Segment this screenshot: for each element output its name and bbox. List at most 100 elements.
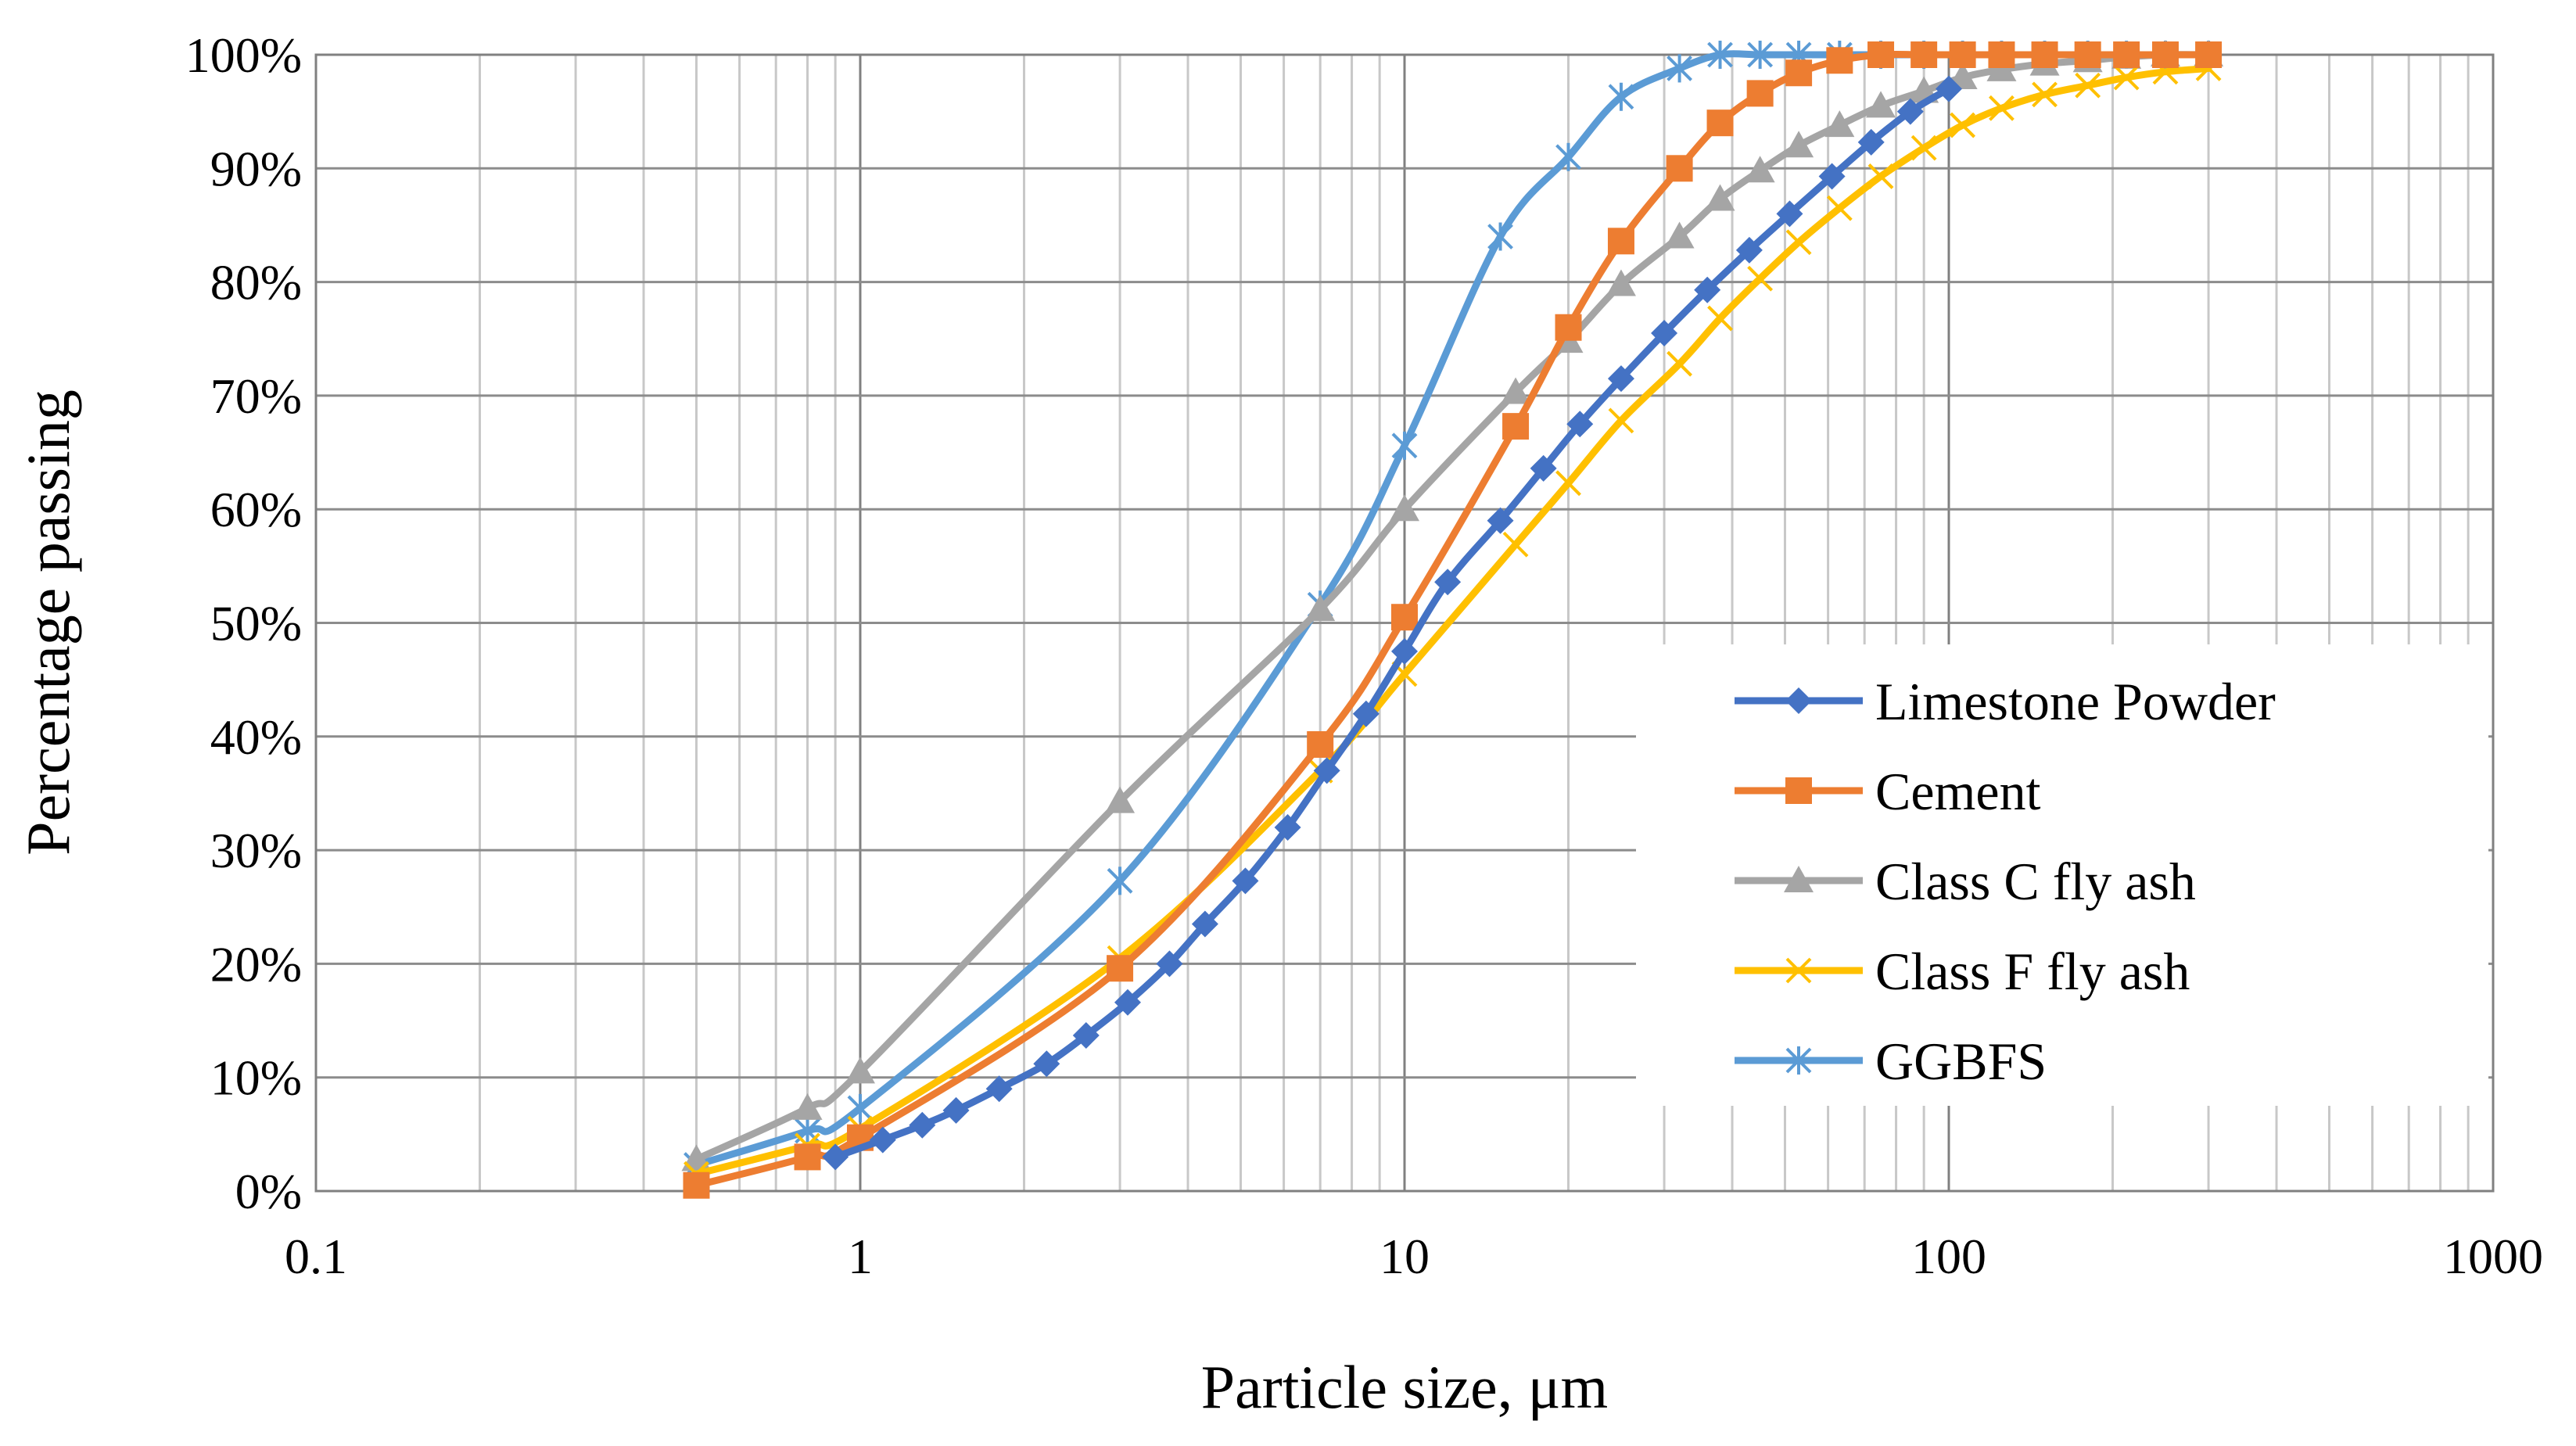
data-point-class-f-fly-ash bbox=[1747, 265, 1774, 292]
data-point-cement bbox=[2151, 41, 2179, 68]
marker-stroke bbox=[1747, 265, 1774, 292]
y-tick-label: 40% bbox=[210, 709, 302, 765]
x-tick-label: 1 bbox=[848, 1229, 873, 1284]
data-point-limestone-powder bbox=[1530, 454, 1557, 482]
data-point-class-f-fly-ash bbox=[2032, 81, 2058, 108]
data-point-cement bbox=[1107, 955, 1134, 982]
y-tick-label: 30% bbox=[210, 823, 302, 878]
data-point-ggbfs bbox=[1107, 867, 1133, 895]
legend: Limestone Powder Cement Class C fly ash Cla… bbox=[1636, 644, 2488, 1106]
y-tick-label: 60% bbox=[210, 482, 302, 537]
data-point-cement bbox=[1910, 41, 1938, 68]
y-tick-label: 50% bbox=[210, 596, 302, 651]
y-tick-label: 70% bbox=[210, 368, 302, 424]
data-point-class-c-fly-ash bbox=[1305, 594, 1336, 622]
data-point-ggbfs bbox=[847, 1093, 874, 1122]
marker-stroke bbox=[1989, 95, 2015, 121]
data-point-cement bbox=[683, 1172, 710, 1199]
series-cement bbox=[683, 41, 2223, 1199]
data-point-limestone-powder bbox=[1313, 757, 1340, 784]
data-point-limestone-powder bbox=[1896, 98, 1924, 125]
data-point-class-f-fly-ash bbox=[2075, 72, 2101, 99]
legend-label: Limestone Powder bbox=[1875, 672, 2276, 731]
legend-label: GGBFS bbox=[1875, 1032, 2047, 1091]
data-point-class-c-fly-ash bbox=[1501, 377, 1531, 404]
data-point-class-c-fly-ash bbox=[1606, 269, 1636, 296]
data-point-limestone-powder bbox=[909, 1111, 936, 1139]
legend-item-class-f-fly-ash: Class F fly ash bbox=[1735, 942, 2190, 1001]
marker-stroke bbox=[2075, 72, 2101, 99]
data-point-limestone-powder bbox=[1936, 75, 1962, 102]
y-tick-label: 90% bbox=[210, 141, 302, 196]
data-point-class-f-fly-ash bbox=[1667, 350, 1692, 377]
data-point-cement bbox=[1706, 109, 1734, 137]
legend-label: Class C fly ash bbox=[1875, 852, 2196, 911]
data-point-class-f-fly-ash bbox=[1785, 229, 1812, 256]
y-tick-label: 0% bbox=[235, 1164, 302, 1219]
data-point-class-c-fly-ash bbox=[792, 1093, 823, 1120]
data-point-ggbfs bbox=[1707, 41, 1733, 69]
data-point-limestone-powder bbox=[1566, 411, 1594, 438]
series-layer bbox=[681, 40, 2224, 1199]
marker-stroke bbox=[2113, 64, 2140, 91]
data-point-limestone-powder bbox=[1651, 319, 1678, 346]
x-tick-label: 100 bbox=[1911, 1229, 1986, 1284]
data-point-limestone-powder bbox=[1191, 910, 1218, 938]
y-tick-label: 10% bbox=[210, 1050, 302, 1106]
x-axis-title: Particle size, μm bbox=[1201, 1353, 1608, 1421]
data-point-cement bbox=[1391, 604, 1418, 631]
data-point-limestone-powder bbox=[1352, 700, 1379, 727]
data-point-cement bbox=[1666, 155, 1693, 182]
data-point-class-c-fly-ash bbox=[1824, 110, 1855, 138]
marker-stroke bbox=[1950, 112, 1976, 138]
data-point-limestone-powder bbox=[1232, 867, 1259, 895]
legend-label: Cement bbox=[1875, 762, 2041, 821]
plot-area-border bbox=[314, 53, 2495, 1193]
marker-stroke bbox=[1785, 957, 1812, 984]
data-point-limestone-powder bbox=[1156, 950, 1183, 978]
data-point-class-c-fly-ash bbox=[845, 1057, 875, 1084]
y-tick-label: 80% bbox=[210, 255, 302, 310]
data-point-limestone-powder bbox=[822, 1143, 849, 1171]
data-point-class-c-fly-ash bbox=[681, 1144, 712, 1172]
data-point-class-c-fly-ash bbox=[1745, 156, 1775, 183]
data-point-cement bbox=[794, 1143, 821, 1171]
data-point-ggbfs bbox=[1555, 142, 1581, 171]
marker-stroke bbox=[1826, 195, 1853, 221]
data-point-class-c-fly-ash bbox=[1784, 131, 1814, 158]
marker-stroke bbox=[1707, 305, 1733, 332]
data-point-limestone-powder bbox=[1072, 1021, 1100, 1049]
x-tick-label: 0.1 bbox=[285, 1229, 347, 1284]
data-point-cement bbox=[2113, 41, 2140, 68]
data-point-class-c-fly-ash bbox=[1390, 494, 1419, 522]
marker-stroke bbox=[1608, 407, 1634, 434]
data-point-cement bbox=[1988, 41, 2015, 68]
data-point-class-f-fly-ash bbox=[1502, 531, 1529, 558]
data-point-cement bbox=[1746, 80, 1774, 107]
data-point-cement bbox=[1502, 413, 1530, 440]
data-point-limestone-powder bbox=[869, 1126, 896, 1154]
y-axis-title: Percentage passing bbox=[14, 389, 82, 856]
data-point-limestone-powder bbox=[1274, 814, 1301, 841]
y-axis-tick-labels: 0% 10% 20% 30% 40% 50% 60% 70% 80% 90% 100% bbox=[185, 27, 302, 1219]
marker-stroke bbox=[1910, 135, 1937, 161]
data-point-limestone-powder bbox=[1776, 200, 1803, 228]
data-point-cement bbox=[2031, 41, 2058, 68]
data-point-cement bbox=[2074, 41, 2101, 68]
data-point-ggbfs bbox=[1608, 82, 1634, 111]
marker-stroke bbox=[1555, 470, 1581, 497]
data-point-cement bbox=[1607, 228, 1634, 255]
data-point-limestone-powder bbox=[1487, 507, 1514, 534]
data-point-class-c-fly-ash bbox=[1705, 184, 1735, 211]
data-point-limestone-powder bbox=[1735, 236, 1763, 264]
data-point-limestone-powder bbox=[1033, 1050, 1060, 1078]
data-point-cement bbox=[2195, 41, 2223, 68]
series-limestone-powder bbox=[822, 75, 1962, 1171]
legend-item-cement: Cement bbox=[1735, 762, 2041, 821]
data-point-cement bbox=[1307, 730, 1334, 758]
y-tick-label: 100% bbox=[185, 27, 302, 83]
data-point-class-f-fly-ash bbox=[1867, 163, 1894, 189]
data-point-limestone-powder bbox=[1607, 365, 1634, 393]
data-point-ggbfs bbox=[1667, 54, 1692, 83]
data-point-limestone-powder bbox=[1114, 989, 1141, 1016]
